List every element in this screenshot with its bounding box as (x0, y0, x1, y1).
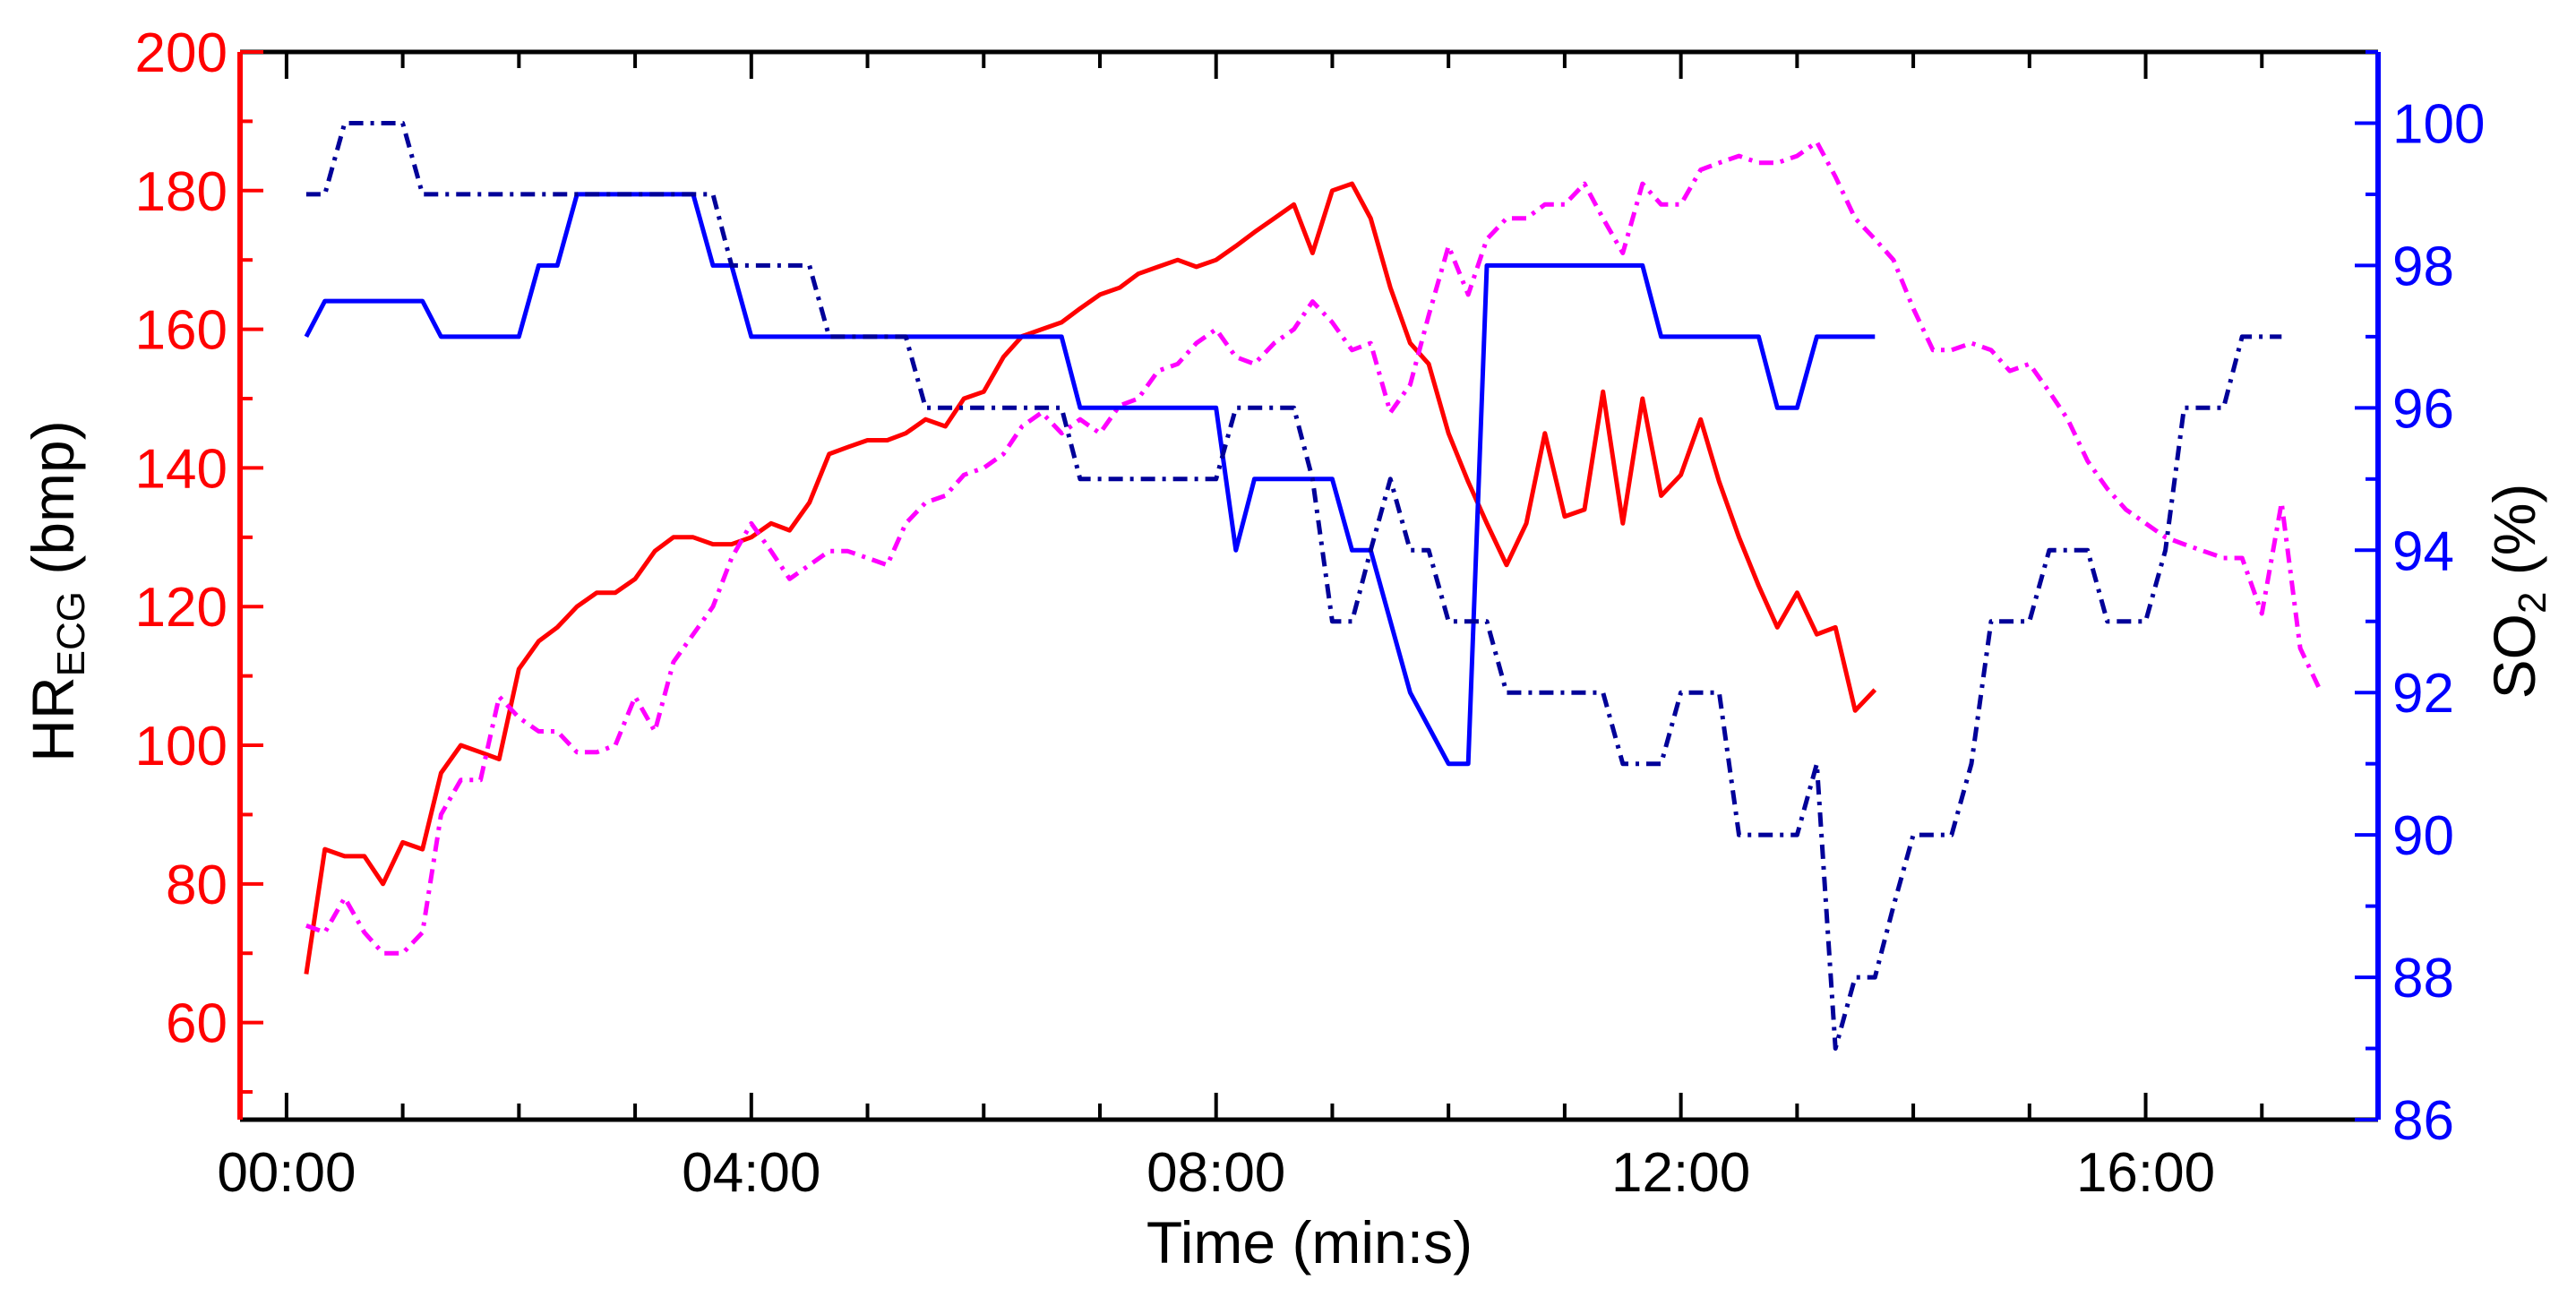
right-y-tick-label: 88 (2392, 948, 2454, 1009)
left-y-tick-label: 120 (135, 577, 228, 639)
left-y-tick-label: 140 (135, 438, 228, 500)
series-layer (304, 121, 2323, 1051)
left-axis-title: HRECG (bmp) (20, 420, 93, 761)
x-tick-label: 00:00 (217, 1142, 356, 1204)
x-tick-label: 08:00 (1146, 1142, 1285, 1204)
right-y-tick-label: 100 (2392, 93, 2485, 155)
left-y-tick-label: 180 (135, 161, 228, 223)
x-axis-title: Time (min:s) (1146, 1209, 1473, 1276)
series-line-2 (305, 140, 2323, 956)
right-y-tick-label: 98 (2392, 236, 2454, 297)
left-y-tick-label: 100 (135, 716, 228, 777)
plot-frame (240, 49, 2378, 1122)
x-tick-label: 16:00 (2076, 1142, 2215, 1204)
axes-layer: 00:00 04:00 08:00 12:00 16:00 60 80 100 120 140 16… (135, 22, 2486, 1204)
x-tick-label: 04:00 (682, 1142, 820, 1204)
series-line-1 (304, 181, 1877, 975)
right-y-tick-label: 94 (2392, 520, 2454, 582)
right-y-tick-label: 92 (2392, 663, 2454, 725)
left-y-tick-label: 160 (135, 300, 228, 362)
x-tick-label: 12:00 (1611, 1142, 1750, 1204)
series-line-4 (305, 121, 2282, 1051)
left-y-tick-label: 200 (135, 22, 228, 84)
right-y-tick-label: 96 (2392, 378, 2454, 440)
right-y-tick-label: 86 (2392, 1090, 2454, 1152)
left-y-tick-label: 80 (166, 855, 228, 916)
right-y-tick-label: 90 (2392, 805, 2454, 867)
left-y-tick-label: 60 (166, 993, 228, 1055)
right-axis-title: SO2 (%) (2481, 484, 2555, 700)
